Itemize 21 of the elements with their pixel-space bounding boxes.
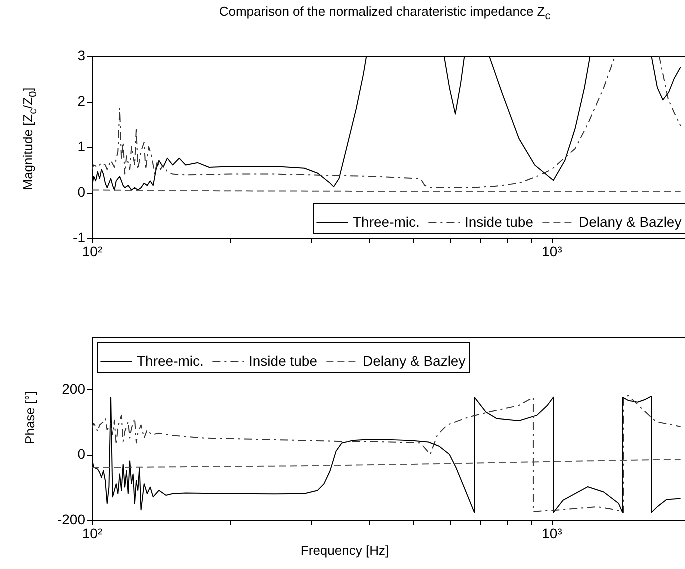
legend-label: Three-mic. bbox=[353, 214, 420, 230]
legend-label: Delany & Bazley bbox=[363, 352, 466, 369]
y-tick-label: -200 bbox=[57, 512, 86, 528]
y-tick-label: -1 bbox=[73, 230, 86, 246]
x-axis-title: Frequency [Hz] bbox=[300, 543, 390, 558]
legend-label: Delany & Bazley bbox=[579, 214, 682, 230]
legend-label: Inside tube bbox=[465, 214, 534, 230]
y-tick-label: 0 bbox=[78, 446, 86, 462]
y-tick-label: 2 bbox=[78, 93, 86, 109]
y-tick-label: 1 bbox=[78, 138, 86, 154]
y-tick-label: 3 bbox=[78, 48, 86, 64]
y-tick-label: 0 bbox=[78, 184, 86, 200]
chart-title: Comparison of the normalized charateristic impedance Z$_{c}$ bbox=[219, 4, 551, 23]
legend-label: Three-mic. bbox=[137, 352, 204, 369]
y-axis-title: Phase [°] bbox=[22, 391, 38, 444]
legend-label: Inside tube bbox=[249, 352, 318, 369]
x-tick-label: 10³ bbox=[542, 526, 563, 542]
x-tick-label: 10² bbox=[82, 526, 103, 542]
x-tick-label: 10³ bbox=[542, 244, 563, 260]
x-tick-label: 10² bbox=[82, 244, 103, 260]
y-tick-label: 200 bbox=[62, 380, 86, 397]
